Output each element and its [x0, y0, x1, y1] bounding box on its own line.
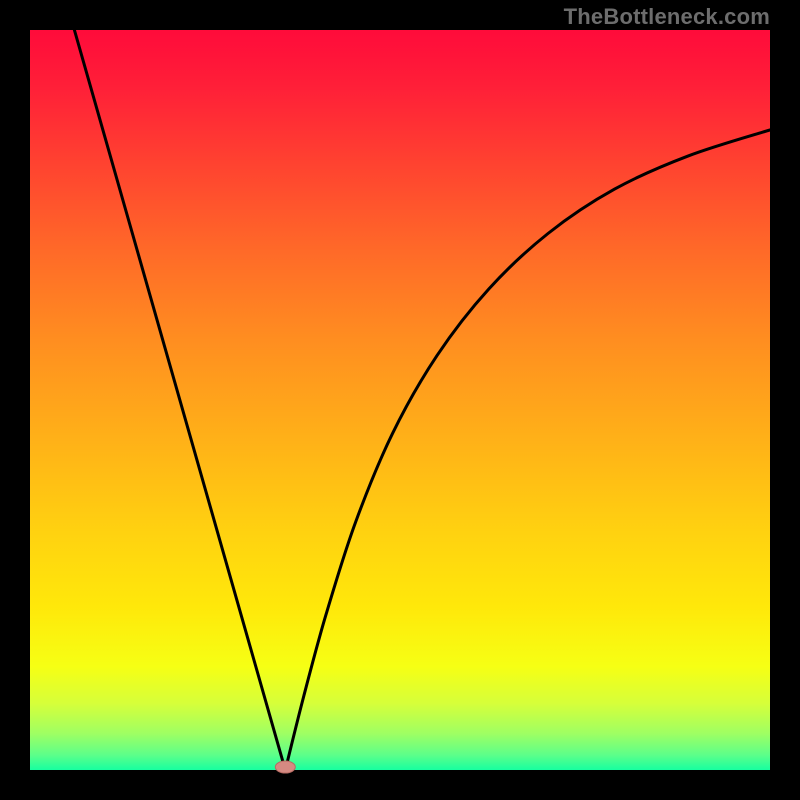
- vertex-marker: [275, 761, 295, 773]
- chart-svg: [30, 30, 770, 770]
- watermark-text: TheBottleneck.com: [564, 4, 770, 30]
- chart-frame: TheBottleneck.com: [0, 0, 800, 800]
- curve-left-branch: [74, 30, 285, 770]
- curve-right-branch: [285, 130, 770, 770]
- plot-area: [30, 30, 770, 770]
